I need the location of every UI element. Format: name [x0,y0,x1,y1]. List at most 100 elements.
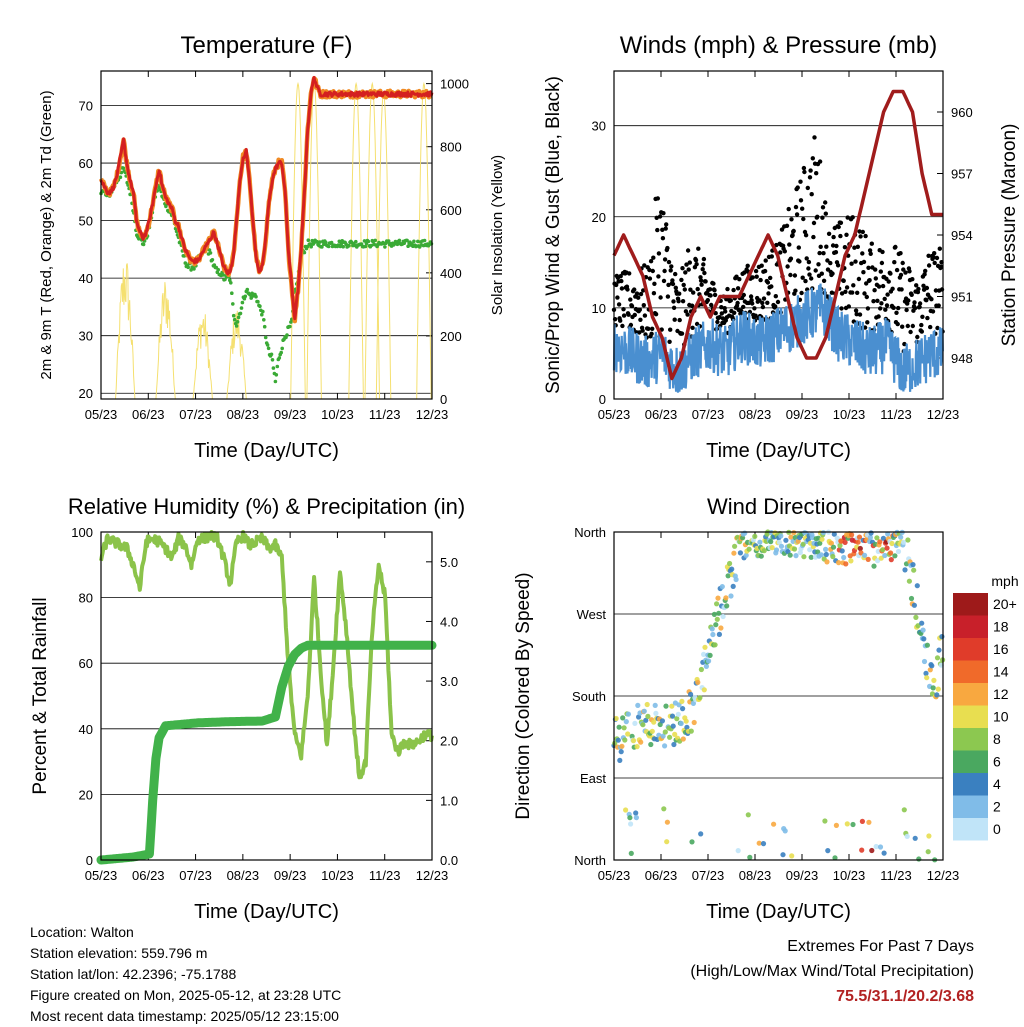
direction-point [632,720,638,727]
x-tick-label: 06/23 [132,868,165,883]
gust-point [785,264,790,269]
gust-point [759,263,764,268]
gust-point [664,222,669,227]
direction-point [914,583,920,589]
direction-point [898,534,904,540]
direction-point [844,821,850,827]
direction-point [613,715,619,722]
direction-point [877,844,884,850]
gust-point [795,185,800,190]
gust-point [915,334,920,340]
dewpoint-point [422,238,427,243]
gust-point [717,315,722,320]
direction-point [641,708,647,714]
gust-point [921,283,926,288]
direction-point [635,702,641,709]
dewpoint-point [236,315,241,320]
dewpoint-point [262,318,266,322]
gust-point [828,260,833,266]
legend-label: 12 [993,686,1009,702]
x-tick-label: 09/23 [786,868,819,883]
y2-tick-label: 3.0 [440,674,458,689]
direction-point [743,552,749,558]
gust-point [760,300,765,306]
gust-point [628,322,634,328]
gust-point [845,215,850,220]
dewpoint-point [347,243,351,248]
direction-point [832,855,838,861]
direction-point [733,576,739,583]
direction-point [623,719,629,725]
gust-point [679,277,684,283]
direction-point [653,710,659,717]
direction-point [671,741,677,748]
gust-point [926,263,932,268]
direction-point [868,530,874,536]
direction-point [780,852,786,858]
gust-point [621,313,627,318]
gust-point [910,277,915,282]
gust-point [719,305,724,310]
gust-point [632,312,637,318]
direction-point [719,584,725,590]
x-tick-label: 10/23 [321,407,354,422]
direction-point [742,530,748,536]
dewpoint-point [141,242,146,247]
direction-point [669,713,676,719]
direction-point [768,539,774,545]
gust-point [835,263,841,268]
dewpoint-point [315,239,319,244]
x-tick-label: 05/23 [598,407,631,422]
direction-point [669,703,675,709]
x-tick-label: 08/23 [227,407,260,422]
direction-point [930,685,936,691]
dewpoint-point [277,356,282,360]
gust-point [719,311,724,316]
gust-point [821,251,826,256]
gust-point [858,234,863,239]
direction-point [619,743,625,749]
y2-tick-label: 1000 [440,77,469,92]
gust-point [741,292,746,298]
dewpoint-point [362,239,367,243]
gust-point [884,303,890,308]
legend-swatch [953,593,988,616]
gust-point [820,205,826,210]
gust-point [668,327,673,332]
gust-point [685,312,690,317]
y-tick-label: 80 [79,591,93,606]
dewpoint-point [271,366,276,370]
x-tick-label: 12/23 [927,407,960,422]
direction-point [735,848,741,854]
gust-point [705,298,710,303]
dewpoint-point [274,373,279,377]
gust-point [702,270,707,276]
gust-point [636,295,641,300]
direction-point [718,625,724,631]
direction-point [674,716,680,722]
x-tick-label: 09/23 [274,868,307,883]
dewpoint-point [258,304,262,309]
gust-point [661,278,667,284]
gust-point [670,281,676,287]
gust-point [917,304,922,310]
dewpoint-point [207,248,212,252]
legend-swatch [953,615,988,638]
x-tick-label: 12/23 [416,868,449,883]
gust-point [646,326,651,331]
legend-label: 18 [993,619,1009,635]
gust-point [725,286,730,292]
x-axis-label-winds: Time (Day/UTC) [706,440,851,462]
y2-tick-label: 948 [951,351,973,366]
direction-point [934,655,941,661]
gust-point [638,291,644,297]
direction-point [831,531,837,537]
direction-point [756,840,762,846]
dewpoint-point [261,309,265,314]
gust-point [741,304,746,310]
gust-point [757,298,762,303]
direction-point [640,722,646,728]
gust-point [934,255,940,261]
gust-series [611,135,945,354]
